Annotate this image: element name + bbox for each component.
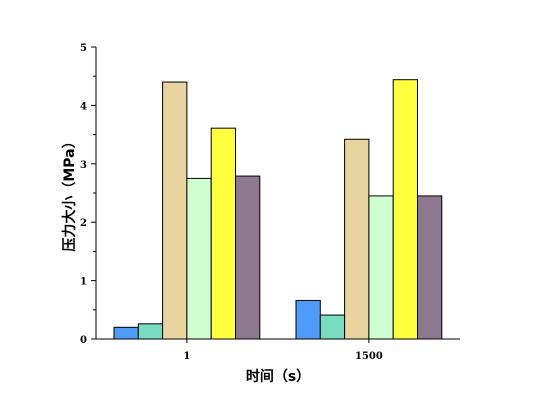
bars-layer [113,79,443,340]
y-tick-label: 0 [80,335,87,346]
x-tick-label: 1 [183,351,190,362]
y-axis-title: 压力大小（MPa） [61,134,78,251]
bar-1500-series-5 [392,79,419,340]
bar-1-series-6 [235,175,261,340]
y-tick-label: 1 [80,277,87,288]
bar-1500-series-1 [295,299,321,340]
bar-1-series-4 [186,177,212,340]
ticks-layer: 1 1500 0 1 2 3 4 5 [80,43,383,362]
y-tick-label: 2 [80,218,87,229]
bar-1-series-1 [113,326,139,340]
bar-1-series-5 [210,127,236,340]
x-tick-label: 1500 [355,351,383,362]
y-tick-label: 3 [80,160,87,171]
y-tick-label: 4 [80,101,87,112]
x-axis-title: 时间（s） [246,368,310,385]
bar-1-series-2 [137,323,164,340]
bar-1500-series-4 [368,195,394,340]
bar-1-series-3 [162,81,188,340]
bar-1500-series-6 [417,195,443,340]
y-tick-label: 5 [80,43,87,54]
bar-1500-series-2 [319,314,346,340]
bar-1500-series-3 [344,138,370,340]
